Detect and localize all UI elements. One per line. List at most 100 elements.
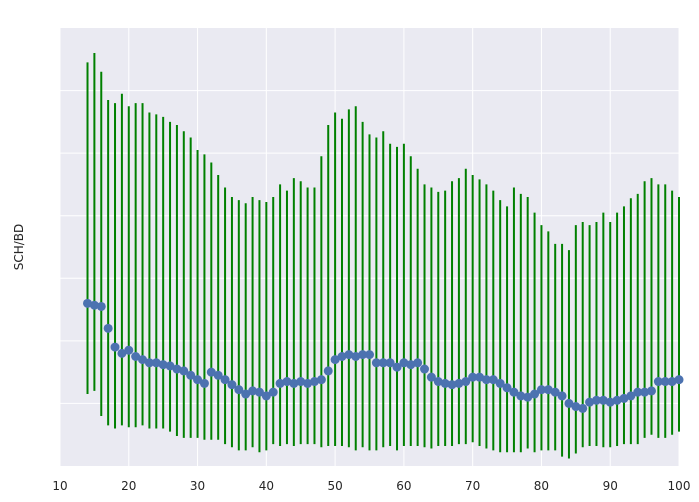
data-point [83,298,93,308]
y-axis-label: SCH/BD [12,224,26,271]
data-point [626,391,636,401]
data-point [268,387,278,397]
data-point [365,350,374,360]
data-point [488,375,498,385]
data-point [612,395,622,405]
data-point [151,358,161,368]
data-point [330,355,340,365]
data-point [309,377,319,387]
data-point [220,375,230,385]
data-point [475,372,485,382]
data-point [571,402,581,412]
data-point [337,352,347,361]
x-tick-label: 50 [327,479,342,493]
data-point [660,377,670,387]
data-point [165,361,175,371]
data-point [248,386,258,396]
data-point [433,377,443,387]
data-point [461,377,471,387]
x-tick-label: 20 [121,479,136,493]
data-point [282,377,292,387]
data-point [481,375,491,385]
x-tick-label: 40 [259,479,274,493]
data-point [96,301,106,311]
data-point [144,358,154,368]
data-point [241,389,251,399]
x-tick-label: 10 [52,479,67,493]
data-point [523,392,533,402]
data-point [158,360,168,370]
data-point [653,377,663,387]
data-point [289,378,299,388]
data-point [667,377,677,387]
data-point [399,358,409,368]
x-tick-label: 100 [668,479,691,493]
data-point [186,370,196,380]
data-point [598,395,608,405]
data-point [385,358,395,368]
data-point [131,352,141,361]
data-point [550,387,560,397]
data-point [124,345,134,355]
data-point [633,387,643,397]
data-point [296,377,306,387]
data-point [103,323,113,333]
data-point [234,385,244,395]
data-point [323,366,333,376]
data-point [206,367,216,377]
data-point [674,375,684,385]
data-point [344,350,354,360]
data-point [495,378,505,388]
data-point [440,378,450,388]
data-point [89,300,99,310]
data-point [138,355,148,365]
data-point [502,383,512,393]
data-point [591,395,601,405]
data-point [585,397,595,407]
error-bars [86,53,680,459]
data-point [371,358,381,368]
data-point [509,387,519,397]
data-point [605,397,615,407]
data-point [316,375,326,385]
data-point [406,360,416,370]
data-point [413,358,423,368]
data-point [351,352,361,361]
data-point [619,393,629,403]
data-point [530,389,540,399]
data-point [303,378,313,388]
x-tick-labels: 10 20 30 40 50 60 70 80 90 100 [52,479,690,493]
data-point [646,386,656,396]
data-point [447,380,457,390]
data-point [378,358,388,368]
x-tick-label: 60 [396,479,411,493]
x-tick-label: 30 [190,479,205,493]
data-point [254,387,264,397]
data-point [516,391,526,401]
x-tick-label: 70 [465,479,480,493]
data-point [261,391,271,401]
data-point [454,378,464,388]
data-point [179,366,189,376]
data-point [426,372,436,382]
data-point [117,348,127,358]
data-point [227,380,237,390]
data-point [578,403,588,413]
data-point [420,364,430,374]
data-point [536,385,546,395]
data-point [213,370,223,380]
x-tick-label: 80 [534,479,549,493]
data-point [358,350,368,360]
data-point [110,342,120,352]
data-point [564,398,574,408]
x-tick-label: 90 [603,479,618,493]
data-point [172,364,182,374]
data-point [557,391,567,401]
data-point [468,372,478,382]
data-point [193,375,203,385]
data-point [275,378,285,388]
data-point [543,385,553,395]
data-points [83,298,684,413]
data-point [392,362,402,372]
